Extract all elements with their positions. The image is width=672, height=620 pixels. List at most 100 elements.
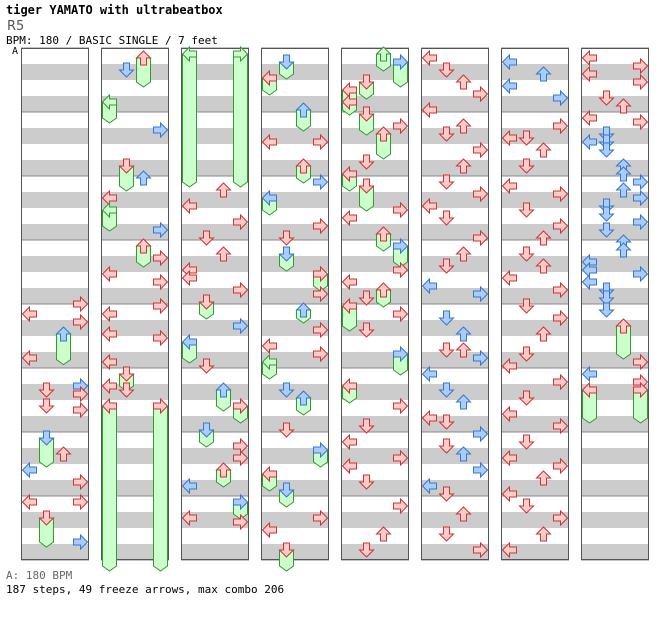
column-border	[181, 48, 249, 560]
down-arrow-icon	[438, 174, 455, 190]
down-arrow-icon	[598, 206, 615, 222]
left-arrow-icon	[261, 133, 277, 151]
down-arrow-icon	[278, 422, 295, 438]
column-border	[21, 48, 89, 560]
right-arrow-icon	[393, 53, 409, 71]
left-arrow-icon	[581, 49, 597, 67]
beat-stripe	[581, 192, 649, 208]
down-arrow-icon	[118, 382, 135, 398]
down-arrow-icon	[598, 290, 615, 306]
right-arrow-icon	[553, 417, 569, 435]
left-arrow-icon	[501, 357, 517, 375]
left-arrow-icon	[181, 477, 197, 495]
left-arrow-icon	[581, 381, 597, 399]
right-arrow-icon	[233, 513, 249, 531]
right-arrow-icon	[153, 273, 169, 291]
down-arrow-icon	[198, 230, 215, 246]
beat-stripe	[341, 384, 409, 400]
up-arrow-icon	[455, 74, 472, 90]
beat-stripe	[181, 96, 249, 112]
right-arrow-icon	[313, 173, 329, 191]
left-arrow-icon	[501, 449, 517, 467]
right-arrow-icon	[73, 473, 89, 491]
right-arrow-icon	[473, 425, 489, 443]
left-arrow-icon	[261, 353, 277, 371]
beat-stripe	[261, 160, 329, 176]
beat-stripe	[501, 480, 569, 496]
right-arrow-icon	[233, 397, 249, 415]
left-arrow-icon	[341, 209, 357, 227]
beat-stripe	[421, 96, 489, 112]
beat-stripe	[101, 288, 169, 304]
up-arrow-icon	[135, 170, 152, 186]
up-arrow-icon	[375, 126, 392, 142]
right-arrow-icon	[633, 189, 649, 207]
right-arrow-icon	[153, 329, 169, 347]
down-arrow-icon	[438, 526, 455, 542]
beat-stripe	[261, 512, 329, 528]
down-arrow-icon	[598, 90, 615, 106]
beat-stripe	[21, 64, 89, 80]
down-arrow-icon	[598, 222, 615, 238]
up-arrow-icon	[215, 382, 232, 398]
down-arrow-icon	[118, 158, 135, 174]
beat-stripe	[261, 288, 329, 304]
left-arrow-icon	[181, 197, 197, 215]
song-title: tiger YAMATO with ultrabeatbox	[6, 3, 223, 17]
beat-stripe	[21, 544, 89, 560]
right-arrow-icon	[153, 221, 169, 239]
beat-stripe	[181, 192, 249, 208]
right-arrow-icon	[393, 201, 409, 219]
column-border	[101, 48, 169, 560]
beat-stripe	[501, 256, 569, 272]
left-arrow-icon	[341, 377, 357, 395]
left-arrow-icon	[101, 377, 117, 395]
beat-stripe	[181, 480, 249, 496]
down-arrow-icon	[438, 342, 455, 358]
up-arrow-icon	[455, 326, 472, 342]
beat-stripe	[421, 224, 489, 240]
beat-stripe	[21, 352, 89, 368]
beat-stripe	[421, 384, 489, 400]
down-arrow-icon	[438, 310, 455, 326]
down-arrow-icon	[278, 382, 295, 398]
left-arrow-icon	[21, 493, 37, 511]
left-arrow-icon	[421, 101, 437, 119]
right-arrow-icon	[73, 313, 89, 331]
up-arrow-icon	[455, 246, 472, 262]
beat-stripe	[101, 192, 169, 208]
left-arrow-icon	[181, 333, 197, 351]
beat-stripe	[421, 416, 489, 432]
down-arrow-icon	[518, 158, 535, 174]
up-arrow-icon	[535, 258, 552, 274]
right-arrow-icon	[473, 85, 489, 103]
beat-stripe	[581, 256, 649, 272]
right-arrow-icon	[73, 533, 89, 551]
right-arrow-icon	[73, 401, 89, 419]
right-arrow-icon	[153, 397, 169, 415]
beat-stripe	[421, 128, 489, 144]
right-arrow-icon	[73, 385, 89, 403]
down-arrow-icon	[278, 542, 295, 558]
down-arrow-icon	[358, 418, 375, 434]
down-arrow-icon	[38, 510, 55, 526]
beat-stripe	[501, 384, 569, 400]
beat-stripe	[581, 544, 649, 560]
left-arrow-icon	[101, 265, 117, 283]
beat-stripe	[421, 512, 489, 528]
beat-stripe	[341, 256, 409, 272]
left-arrow-icon	[101, 353, 117, 371]
up-arrow-icon	[535, 526, 552, 542]
left-arrow-icon	[581, 65, 597, 83]
right-arrow-icon	[553, 185, 569, 203]
right-arrow-icon	[553, 309, 569, 327]
left-arrow-icon	[501, 53, 517, 71]
down-arrow-icon	[358, 322, 375, 338]
column-border	[261, 48, 329, 560]
up-arrow-icon	[55, 326, 72, 342]
right-arrow-icon	[473, 349, 489, 367]
right-arrow-icon	[393, 305, 409, 323]
up-arrow-icon	[135, 50, 152, 66]
down-arrow-icon	[438, 62, 455, 78]
right-arrow-icon	[393, 261, 409, 279]
